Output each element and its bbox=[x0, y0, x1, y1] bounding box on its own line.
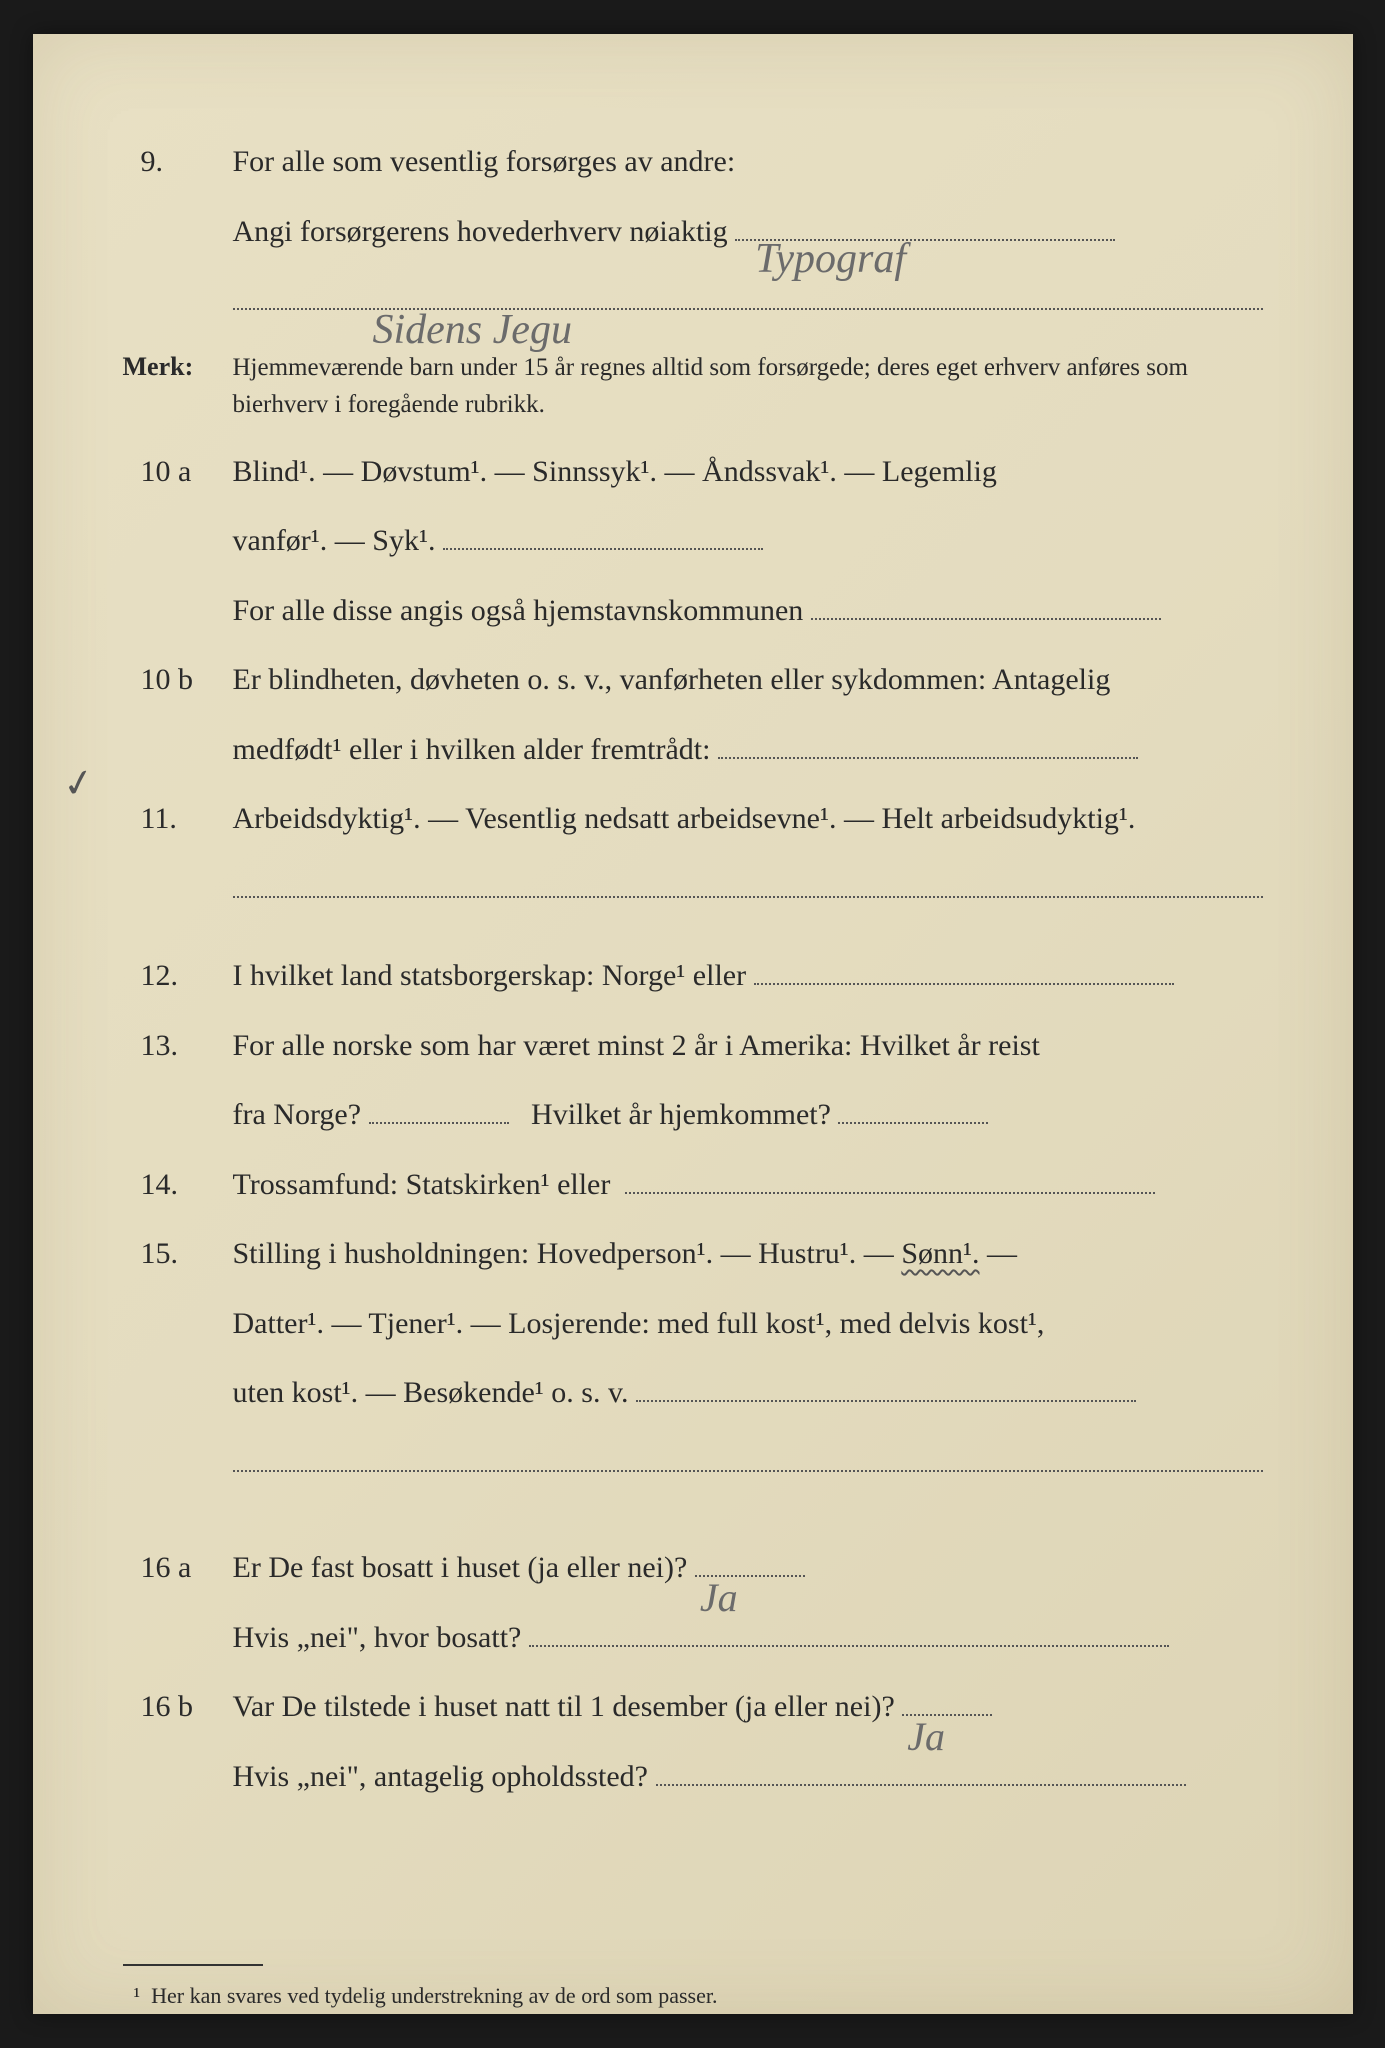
q16b-blank2[interactable] bbox=[656, 1784, 1186, 1786]
q11-text: Arbeidsdyktig¹. — Vesentlig nedsatt arbe… bbox=[233, 791, 1263, 847]
q12-checkmark-icon: ✓ bbox=[57, 747, 101, 822]
q16a-row2: Hvis „nei", hvor bosatt? bbox=[123, 1610, 1263, 1666]
q16b-blank1[interactable]: Ja bbox=[902, 1714, 992, 1716]
q13-line2: fra Norge? Hvilket år hjemkommet? bbox=[233, 1087, 1263, 1143]
q16b-answer: Ja bbox=[907, 1700, 945, 1774]
q14-row: 14. Trossamfund: Statskirken¹ eller bbox=[123, 1157, 1263, 1213]
q9-handwriting2: Sidens Jegu bbox=[373, 292, 572, 370]
q15-blank1[interactable] bbox=[636, 1400, 1136, 1402]
q13-blank2[interactable] bbox=[838, 1122, 988, 1124]
q9-line3: Sidens Jegu bbox=[233, 273, 1263, 329]
q14-blank[interactable] bbox=[625, 1192, 1155, 1194]
q10a-opts2-text: vanfør¹. — Syk¹. bbox=[233, 524, 436, 557]
q10a-line3-text: For alle disse angis også hjemstavnskomm… bbox=[233, 594, 804, 627]
q9-handwriting1: Typograf bbox=[755, 221, 906, 299]
q16a-number: 16 a bbox=[123, 1540, 233, 1596]
q10a-row1: 10 a Blind¹. — Døvstum¹. — Sinnssyk¹. — … bbox=[123, 444, 1263, 500]
q10b-number: 10 b bbox=[123, 652, 233, 708]
merk-row: Merk: Hjemmeværende barn under 15 år reg… bbox=[123, 343, 1263, 424]
q16a-line1: Er De fast bosatt i huset (ja eller nei)… bbox=[233, 1540, 1263, 1596]
merk-label: Merk: bbox=[123, 343, 233, 391]
footnote-marker: ¹ bbox=[134, 1983, 141, 2008]
q16a-blank1[interactable]: Ja bbox=[695, 1575, 805, 1577]
q15-blank2[interactable] bbox=[233, 1470, 1263, 1472]
q10a-opts2: vanfør¹. — Syk¹. bbox=[233, 513, 1263, 569]
q16b-number: 16 b bbox=[123, 1679, 233, 1735]
q14-number: 14. bbox=[123, 1157, 233, 1213]
q12-text: I hvilket land statsborgerskap: Norge¹ e… bbox=[233, 959, 747, 992]
q9-line1-text: For alle som vesentlig forsørges av andr… bbox=[233, 145, 736, 178]
q16b-row2: Hvis „nei", antagelig opholdssted? bbox=[123, 1749, 1263, 1805]
q10a-blank1[interactable] bbox=[443, 548, 763, 550]
q10a-opts: Blind¹. — Døvstum¹. — Sinnssyk¹. — Åndss… bbox=[233, 444, 1263, 500]
q11-row: 11. Arbeidsdyktig¹. — Vesentlig nedsatt … bbox=[123, 791, 1263, 847]
footnote: ¹ Her kan svares ved tydelig understrekn… bbox=[123, 1976, 1263, 2017]
q10b-row2: medfødt¹ eller i hvilken alder fremtrådt… bbox=[123, 722, 1263, 778]
q16b-line1-text: Var De tilstede i huset natt til 1 desem… bbox=[233, 1690, 895, 1723]
q14-text: Trossamfund: Statskirken¹ eller bbox=[233, 1168, 611, 1201]
q16b-line2: Hvis „nei", antagelig opholdssted? bbox=[233, 1749, 1263, 1805]
q16a-line2-text: Hvis „nei", hvor bosatt? bbox=[233, 1621, 522, 1654]
q12-blank[interactable] bbox=[754, 983, 1174, 985]
census-form-page: 9. For alle som vesentlig forsørges av a… bbox=[33, 34, 1353, 2014]
q13-line2a: fra Norge? bbox=[233, 1098, 362, 1131]
q9-row2: Angi forsørgerens hovederhverv nøiaktig … bbox=[123, 204, 1263, 260]
footnote-text: Her kan svares ved tydelig understreknin… bbox=[151, 1983, 717, 2008]
q15-blank-row bbox=[123, 1435, 1263, 1491]
q16a-line1-text: Er De fast bosatt i huset (ja eller nei)… bbox=[233, 1551, 688, 1584]
q9-blank2[interactable]: Sidens Jegu bbox=[233, 308, 1263, 310]
q15-line1c: — bbox=[980, 1237, 1018, 1270]
q13-line2b: Hvilket år hjemkommet? bbox=[531, 1098, 831, 1131]
q9-row3: Sidens Jegu bbox=[123, 273, 1263, 329]
q9-line2-text: Angi forsørgerens hovederhverv nøiaktig bbox=[233, 215, 728, 248]
footnote-rule bbox=[123, 1964, 263, 1966]
q10b-line2: medfødt¹ eller i hvilken alder fremtrådt… bbox=[233, 722, 1263, 778]
q13-blank1[interactable] bbox=[369, 1122, 509, 1124]
q15-row3: uten kost¹. — Besøkende¹ o. s. v. bbox=[123, 1365, 1263, 1421]
q10a-number: 10 a bbox=[123, 444, 233, 500]
q15-sonn-underlined: Sønn¹. bbox=[901, 1237, 979, 1270]
q10a-row3: For alle disse angis også hjemstavnskomm… bbox=[123, 583, 1263, 639]
q16a-answer: Ja bbox=[700, 1561, 738, 1635]
q16a-blank2[interactable] bbox=[529, 1645, 1169, 1647]
q10b-row1: 10 b Er blindheten, døvheten o. s. v., v… bbox=[123, 652, 1263, 708]
q9-line1: For alle som vesentlig forsørges av andr… bbox=[233, 134, 1263, 190]
q10a-blank2[interactable] bbox=[811, 618, 1161, 620]
q15-row2: Datter¹. — Tjener¹. — Losjerende: med fu… bbox=[123, 1296, 1263, 1352]
q13-line1: For alle norske som har været minst 2 år… bbox=[233, 1018, 1263, 1074]
q13-row2: fra Norge? Hvilket år hjemkommet? bbox=[123, 1087, 1263, 1143]
q9-line2: Angi forsørgerens hovederhverv nøiaktig … bbox=[233, 204, 1263, 260]
q11-blank[interactable] bbox=[233, 896, 1263, 898]
q10a-row2: vanfør¹. — Syk¹. bbox=[123, 513, 1263, 569]
q15-line3: uten kost¹. — Besøkende¹ o. s. v. bbox=[233, 1365, 1263, 1421]
q14-content: Trossamfund: Statskirken¹ eller bbox=[233, 1157, 1263, 1213]
q15-line1: Stilling i husholdningen: Hovedperson¹. … bbox=[233, 1226, 1263, 1282]
q10b-blank[interactable] bbox=[718, 757, 1138, 759]
q9-blank1[interactable]: Typograf bbox=[735, 239, 1115, 241]
q13-number: 13. bbox=[123, 1018, 233, 1074]
q15-line3-text: uten kost¹. — Besøkende¹ o. s. v. bbox=[233, 1376, 629, 1409]
q15-line1a: Stilling i husholdningen: Hovedperson¹. … bbox=[233, 1237, 902, 1270]
q15-line2: Datter¹. — Tjener¹. — Losjerende: med fu… bbox=[233, 1296, 1263, 1352]
q16b-line2-text: Hvis „nei", antagelig opholdssted? bbox=[233, 1760, 649, 1793]
q12-row: 12. I hvilket land statsborgerskap: Norg… bbox=[123, 948, 1263, 1004]
q16b-row1: 16 b Var De tilstede i huset natt til 1 … bbox=[123, 1679, 1263, 1735]
q15-row1: 15. Stilling i husholdningen: Hovedperso… bbox=[123, 1226, 1263, 1282]
q10b-line1: Er blindheten, døvheten o. s. v., vanfør… bbox=[233, 652, 1263, 708]
q12-content: I hvilket land statsborgerskap: Norge¹ e… bbox=[233, 948, 1263, 1004]
q12-number: 12. bbox=[123, 948, 233, 1004]
q9-number: 9. bbox=[123, 134, 233, 190]
q13-row1: 13. For alle norske som har været minst … bbox=[123, 1018, 1263, 1074]
q16b-line1: Var De tilstede i huset natt til 1 desem… bbox=[233, 1679, 1263, 1735]
q11-blank-row bbox=[123, 861, 1263, 917]
q9-row1: 9. For alle som vesentlig forsørges av a… bbox=[123, 134, 1263, 190]
q15-number: 15. bbox=[123, 1226, 233, 1282]
q10b-line2-text: medfødt¹ eller i hvilken alder fremtrådt… bbox=[233, 733, 711, 766]
q16a-line2: Hvis „nei", hvor bosatt? bbox=[233, 1610, 1263, 1666]
q11-number: 11. bbox=[123, 791, 233, 847]
q16a-row1: 16 a Er De fast bosatt i huset (ja eller… bbox=[123, 1540, 1263, 1596]
q10a-line3: For alle disse angis også hjemstavnskomm… bbox=[233, 583, 1263, 639]
